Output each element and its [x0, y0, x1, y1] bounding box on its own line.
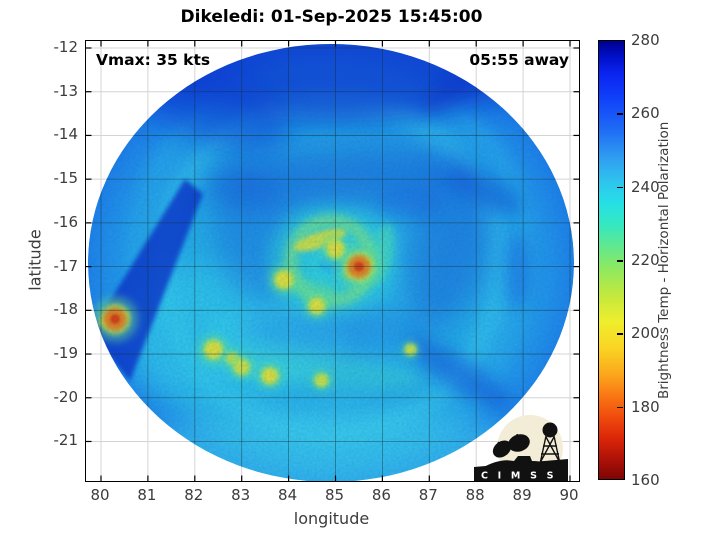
y-tick-label: -19 — [53, 344, 79, 363]
y-tick-label: -14 — [53, 125, 79, 144]
colorbar-tick-label: 220 — [631, 251, 660, 269]
satellite-dish-icon — [492, 440, 512, 458]
x-tick-label: 86 — [371, 486, 391, 504]
x-tick-label: 90 — [559, 486, 579, 504]
vmax-annotation: Vmax: 35 kts — [96, 51, 211, 69]
x-tick-label: 85 — [324, 486, 345, 504]
colorbar-tick-label: 260 — [631, 104, 660, 123]
colorbar-notch — [617, 113, 623, 115]
sensor-noise-overlay — [88, 44, 574, 481]
logo-banner — [474, 459, 568, 481]
colorbar-tick-label: 280 — [631, 31, 660, 49]
time-away-annotation: 05:55 away — [469, 51, 569, 69]
y-tick-label: -15 — [53, 169, 79, 188]
colorbar-tick-label: 180 — [631, 397, 660, 416]
colorbar-label: Brightness Temp - Horizontal Polarizatio… — [656, 121, 672, 399]
x-tick-label: 82 — [184, 486, 204, 504]
y-tick-label: -20 — [53, 387, 79, 406]
colorbar-tick-label: 240 — [631, 177, 660, 196]
satellite-swath-image: C I M S S — [86, 41, 579, 481]
gridlines-dark — [88, 44, 574, 481]
colorbar — [598, 40, 625, 480]
plot-area: C I M S S Vmax: 35 kts 05:55 away — [85, 40, 580, 482]
colorbar-notch — [617, 333, 623, 335]
y-tick-label: -21 — [53, 431, 79, 450]
colorbar-notch — [617, 186, 623, 189]
colorbar-notch — [617, 406, 623, 409]
colorbar-tick-label: 200 — [631, 324, 660, 343]
x-tick-label: 83 — [231, 486, 251, 504]
x-tick-label: 89 — [512, 486, 532, 504]
swath-clip-group — [88, 44, 574, 481]
x-tick-label: 81 — [137, 486, 157, 504]
y-tick-label: -18 — [53, 300, 79, 319]
colorbar-tick-label: 160 — [631, 471, 660, 489]
colorbar-notch — [617, 260, 623, 262]
cimss-logo: C I M S S — [474, 415, 568, 481]
x-tick-label: 84 — [278, 486, 298, 504]
logo-text: C I M S S — [481, 471, 557, 482]
x-tick-label: 88 — [465, 486, 485, 504]
x-tick-label: 80 — [90, 486, 110, 504]
y-tick-label: -13 — [53, 81, 79, 100]
y-tick-label: -16 — [53, 212, 79, 231]
x-tick-label: 87 — [418, 486, 438, 504]
x-axis-label: longitude — [293, 509, 370, 528]
y-tick-label: -12 — [53, 38, 79, 56]
satellite-dish-icon — [508, 434, 530, 452]
y-tick-label: -17 — [53, 256, 79, 275]
water-tower-icon — [542, 422, 558, 438]
chart-title: Dikeledi: 01-Sep-2025 15:45:00 — [180, 7, 483, 27]
axis-tick-marks — [86, 41, 579, 481]
